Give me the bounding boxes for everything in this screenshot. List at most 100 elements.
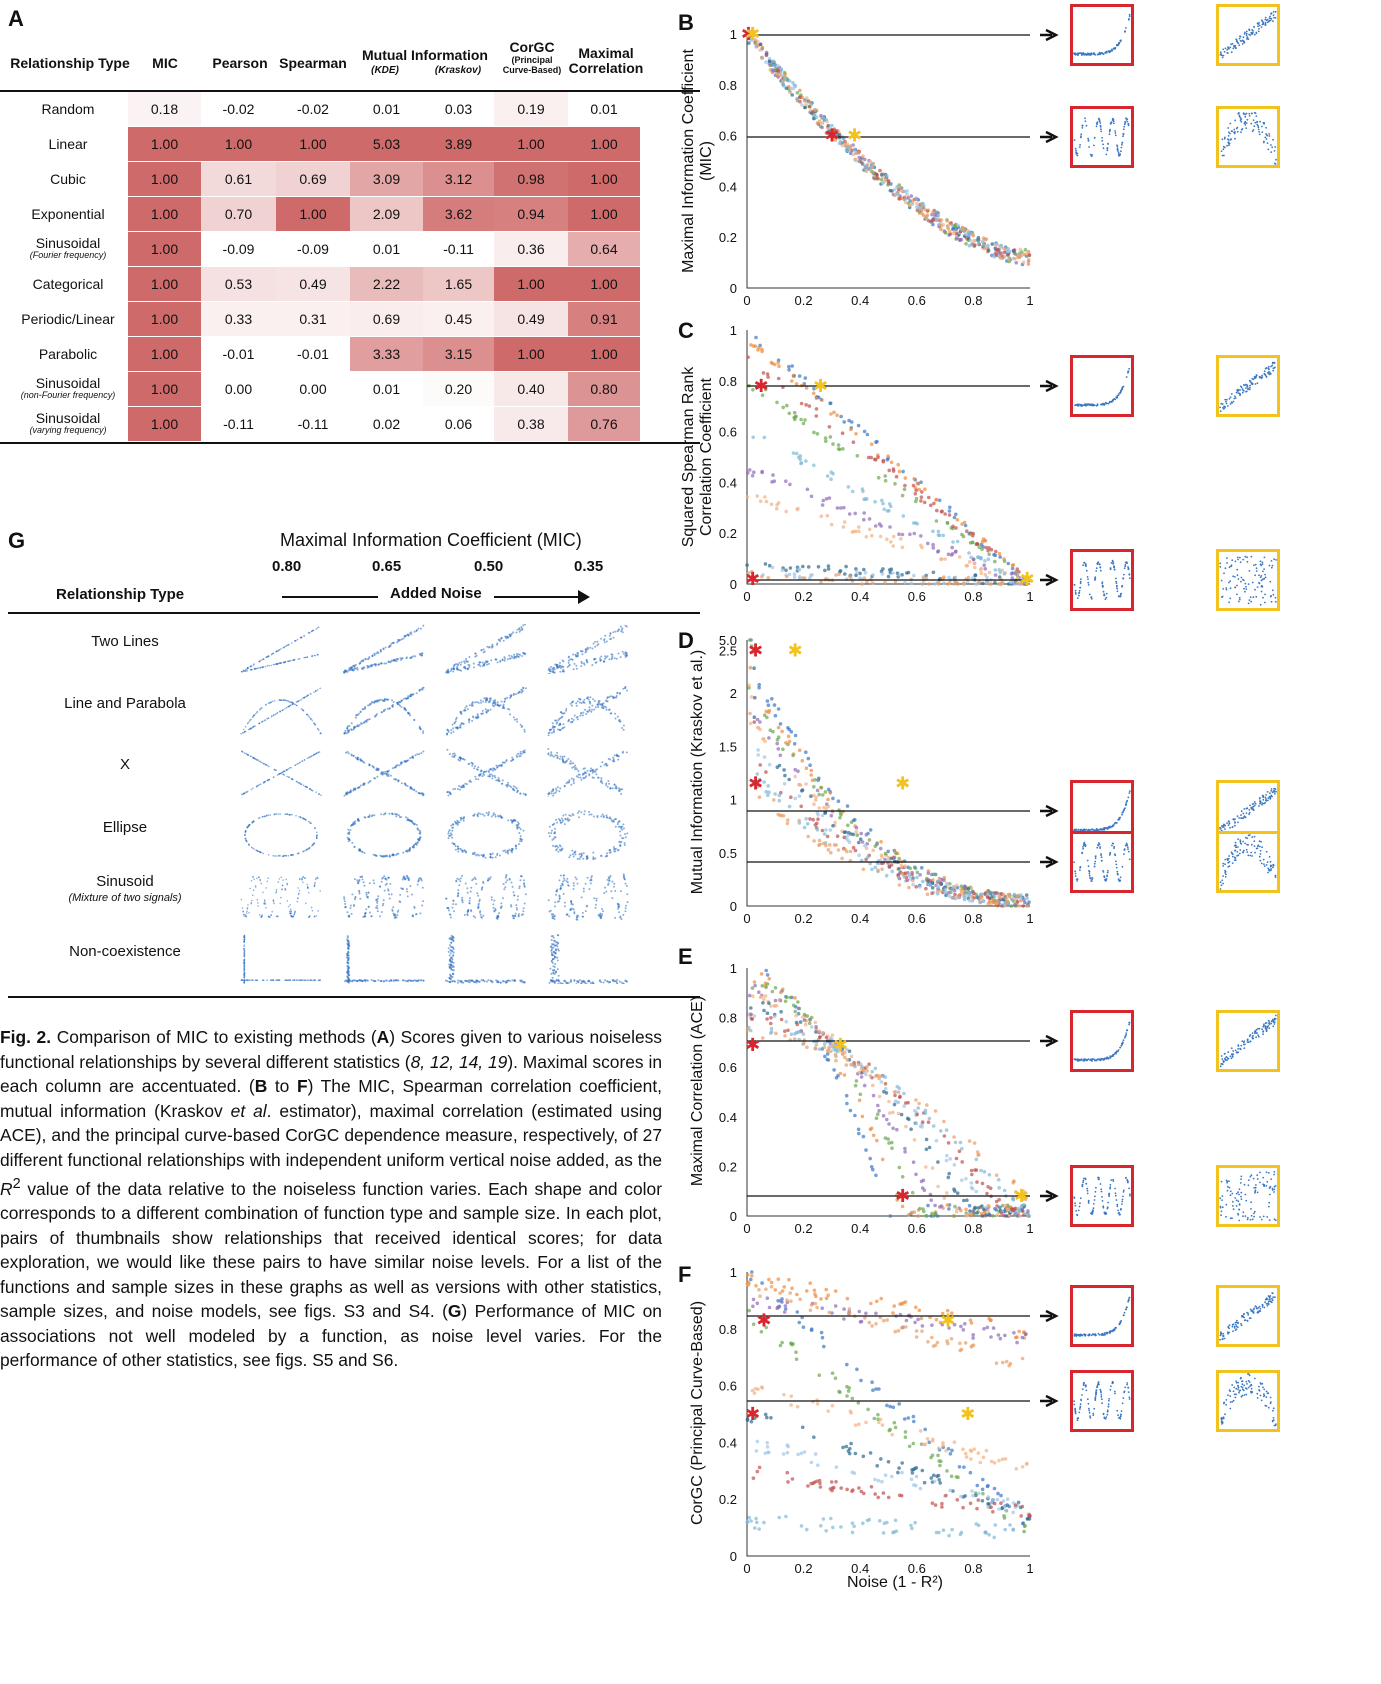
thumbnail-point bbox=[574, 876, 577, 879]
table-cell: 3.15 bbox=[423, 337, 494, 371]
thumbnail-point bbox=[614, 630, 617, 633]
thumbnail-point bbox=[451, 826, 454, 829]
data-point bbox=[956, 234, 960, 239]
thumbnail-point bbox=[624, 656, 627, 658]
thumbnail-point bbox=[351, 824, 354, 827]
thumbnail-point bbox=[272, 901, 275, 903]
thumbnail-point bbox=[503, 700, 506, 703]
y-tick-label: 0.8 bbox=[719, 78, 737, 93]
data-point bbox=[905, 192, 909, 197]
thumbnail-point bbox=[496, 703, 499, 706]
g-row-label-text: Non-coexistence bbox=[69, 943, 181, 960]
thumbnail-point bbox=[301, 760, 304, 762]
thumbnail-point bbox=[449, 958, 452, 961]
thumbnail-point bbox=[1258, 28, 1260, 30]
thumbnail-point bbox=[246, 753, 248, 756]
thumbnail-point bbox=[521, 689, 524, 692]
thumbnail-point bbox=[547, 796, 550, 797]
thumbnail-point bbox=[510, 881, 513, 884]
thumbnail-point bbox=[1235, 38, 1238, 41]
thumbnail-point bbox=[568, 762, 571, 765]
thumbnail-point bbox=[592, 776, 595, 779]
thumbnail-point bbox=[280, 896, 282, 899]
thumbnail-point bbox=[617, 758, 620, 761]
thumbnail-point bbox=[572, 779, 575, 782]
thumbnail-point bbox=[343, 900, 346, 903]
thumbnail-point bbox=[571, 853, 574, 856]
data-point bbox=[908, 199, 912, 203]
thumbnail-point bbox=[355, 725, 358, 728]
thumbnail-point bbox=[562, 723, 565, 726]
data-point bbox=[997, 253, 1001, 258]
data-point bbox=[784, 86, 789, 90]
header-maxcorr-2: Correlation bbox=[568, 60, 644, 76]
data-point bbox=[1005, 253, 1010, 257]
thumbnail-point bbox=[296, 700, 299, 703]
thumbnail-point bbox=[308, 716, 311, 718]
data-point bbox=[749, 33, 753, 38]
table-cell: 3.12 bbox=[423, 162, 494, 196]
table-cell: 0.94 bbox=[494, 197, 568, 231]
data-point bbox=[756, 43, 761, 48]
thumbnail-point bbox=[1242, 112, 1245, 114]
thumbnail-point bbox=[589, 882, 592, 885]
thumbnail-point bbox=[485, 980, 488, 983]
data-point bbox=[821, 116, 826, 120]
thumbnail-point bbox=[560, 887, 562, 889]
thumbnail-point bbox=[584, 882, 587, 885]
thumbnail-point bbox=[289, 979, 291, 981]
thumbnail-point bbox=[1251, 32, 1254, 34]
thumbnail-point bbox=[415, 629, 418, 632]
thumbnail-point bbox=[388, 812, 391, 815]
table-cell: 0.80 bbox=[568, 372, 640, 406]
thumbnail-point bbox=[493, 899, 496, 902]
thumbnail-point bbox=[1100, 128, 1102, 131]
thumbnail-point bbox=[1096, 53, 1099, 56]
thumbnail-point bbox=[600, 917, 603, 920]
data-point bbox=[1004, 249, 1009, 254]
thumbnail-point bbox=[562, 670, 564, 673]
data-point bbox=[845, 145, 850, 149]
thumbnail-point bbox=[452, 946, 455, 949]
data-point bbox=[982, 246, 987, 251]
thumbnail-point bbox=[397, 639, 400, 641]
data-point bbox=[990, 242, 995, 246]
data-point bbox=[993, 246, 998, 251]
data-point bbox=[961, 226, 965, 230]
thumbnail-point bbox=[614, 818, 617, 821]
thumbnail-point bbox=[518, 885, 521, 888]
thumbnail-point bbox=[301, 878, 303, 881]
data-point bbox=[975, 238, 980, 242]
thumbnail-point bbox=[246, 910, 248, 912]
data-point bbox=[876, 177, 881, 181]
thumbnail-point bbox=[505, 881, 507, 884]
thumbnail-point bbox=[395, 660, 398, 662]
thumbnail-point bbox=[417, 627, 420, 630]
data-point bbox=[832, 127, 837, 131]
thumbnail-point bbox=[577, 652, 580, 654]
panel-g-header-rule bbox=[8, 612, 700, 614]
thumbnail-point bbox=[499, 764, 502, 767]
data-point bbox=[997, 244, 1002, 249]
data-point bbox=[958, 230, 962, 235]
thumbnail-point bbox=[593, 700, 596, 702]
data-point bbox=[779, 72, 783, 76]
thumbnail-point bbox=[569, 760, 572, 763]
thumbnail-point bbox=[346, 935, 349, 938]
thumbnail-point bbox=[548, 825, 551, 828]
thumbnail-point bbox=[265, 907, 267, 909]
thumbnail-point bbox=[625, 652, 628, 655]
thumbnail-point bbox=[502, 706, 505, 709]
thumbnail-point bbox=[414, 655, 417, 658]
thumbnail-point bbox=[484, 770, 487, 773]
thumbnail-point bbox=[392, 701, 395, 703]
thumbnail-point bbox=[422, 794, 424, 797]
table-cell: 1.00 bbox=[128, 372, 201, 406]
thumbnail-point bbox=[310, 906, 313, 909]
thumbnail-point bbox=[552, 794, 555, 797]
thumbnail-point bbox=[459, 759, 461, 762]
thumbnail-point bbox=[583, 810, 586, 813]
thumbnail-point bbox=[306, 886, 309, 889]
thumbnail-point bbox=[366, 664, 369, 667]
thumbnail-point bbox=[577, 776, 580, 779]
